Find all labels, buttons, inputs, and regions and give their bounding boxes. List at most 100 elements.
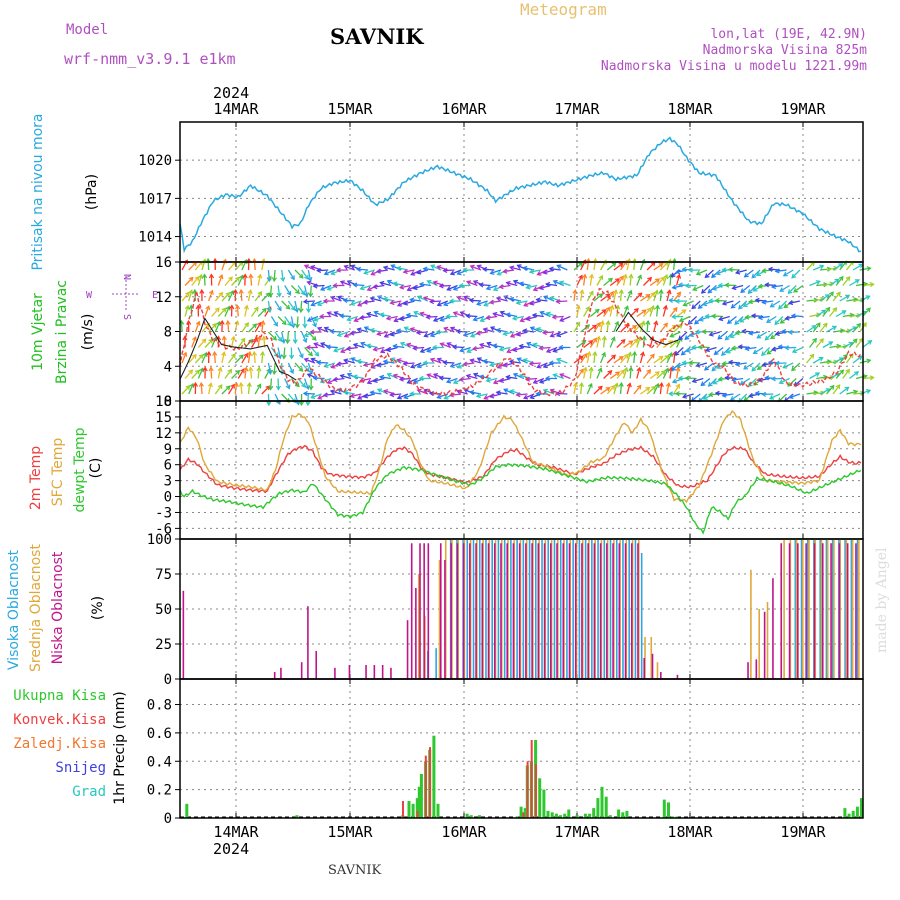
wind-arrow-head [227, 368, 233, 374]
wind-arrow [846, 326, 857, 333]
wind-arrow-head [605, 319, 611, 325]
wind-arrow [623, 340, 633, 349]
wind-arrow-head [753, 380, 759, 386]
wind-arrow-head [313, 316, 319, 322]
wind-arrow-head [240, 368, 245, 374]
wind-arrow-head [192, 336, 197, 342]
wind-arrow [848, 371, 859, 380]
wind-arrow-head [622, 273, 628, 279]
total-rain-bar [419, 774, 423, 818]
wind-arrow [261, 351, 264, 364]
wind-arrow-head [714, 390, 720, 396]
wind-arrow-head [266, 277, 272, 283]
wind-arrow-head [687, 319, 693, 325]
wind-arrow-head [363, 326, 369, 332]
wind-arrow-head [774, 320, 780, 326]
wind-arrow-head [752, 287, 758, 292]
day-labels: 14MAR 14MAR 15MAR 15MAR 16MAR 16MAR 17MAR 17MAR… [213, 100, 826, 841]
wind-arrow-head [588, 366, 594, 372]
wind-arrow [423, 267, 435, 271]
wind-arrow-head [277, 336, 283, 342]
wind-arrow-head [761, 299, 767, 305]
wind-arrow-head [429, 299, 434, 305]
total-rain-bar [478, 815, 481, 818]
wind-arrow-head [708, 392, 714, 398]
wind-arrow-head [516, 264, 522, 270]
wind-arrow-head [475, 330, 481, 336]
wind-arrow-head [655, 278, 661, 284]
wind-arrow-head [247, 350, 253, 357]
wind-arrow [701, 285, 711, 294]
wind-arrow [672, 377, 684, 383]
wind-arrow [744, 269, 754, 278]
wind-arrow [304, 331, 316, 337]
wind-arrow [769, 393, 781, 400]
wind-arrow-head [443, 394, 449, 400]
wind-arrow [221, 385, 231, 395]
total-rain-bar [554, 813, 558, 818]
wind-arrow-head [578, 381, 585, 387]
wind-arrow-head [225, 385, 231, 391]
wind-arrow-head [239, 274, 244, 280]
wind-arrow-head [323, 326, 329, 332]
wind-arrow [546, 283, 558, 287]
wind-arrow-head [535, 391, 541, 397]
wind-arrow [842, 342, 853, 349]
wind-arrow-head [503, 388, 509, 394]
wind-arrow-head [312, 375, 318, 381]
wind-arrow-head [854, 371, 860, 376]
wind-arrow [835, 310, 846, 318]
wind-arrow [639, 352, 644, 364]
wind-arrow-head [714, 297, 720, 304]
wind-arrow [194, 354, 204, 364]
wind-arrow-head [356, 358, 362, 364]
wind-arrow [191, 336, 197, 348]
wind-arrow-head [717, 376, 723, 382]
wind-arrow-head [865, 295, 871, 300]
elevation-label: Nadmorska Visina 825m [703, 43, 868, 58]
wind-arrow-head [332, 282, 338, 289]
model-name: wrf-nmm_v3.9.1 e1km [64, 50, 236, 68]
wind-arrow [506, 282, 518, 287]
wind-arrow-head [770, 284, 776, 290]
wind-arrow [439, 377, 451, 380]
wind-arrow-head [465, 373, 471, 379]
wind-arrow [304, 378, 309, 390]
wind-arrow-head [740, 288, 746, 294]
wind-arrow-head [482, 266, 488, 272]
wind-arrow-head [730, 345, 736, 351]
wind-arrow-head [370, 270, 376, 276]
wind-arrow-head [582, 366, 588, 372]
wind-arrow-head [266, 307, 273, 314]
wind-arrow-head [402, 300, 408, 306]
wind-arrow-head [528, 269, 534, 275]
total-rain-bar [592, 808, 596, 818]
wind-arrow-head [198, 273, 204, 279]
wind-arrow [576, 305, 580, 317]
wind-arrow-head [715, 270, 721, 276]
wind-arrow [580, 353, 588, 364]
wind-arrow-head [419, 311, 425, 317]
wind-arrow-head [725, 348, 731, 354]
wind-arrow [200, 382, 203, 395]
wind-arrow-head [711, 313, 716, 319]
wind-arrow-head [349, 301, 356, 306]
temp-2m-line [179, 444, 862, 494]
wind-arrow-head [610, 336, 616, 342]
wind-arrow-head [869, 281, 875, 288]
wind-arrow-head [231, 353, 236, 359]
wind-arrow [304, 347, 313, 356]
wind-arrow [789, 300, 801, 304]
wind-arrow-head [253, 337, 258, 343]
wind-arrow-head [739, 317, 745, 323]
wind-arrow [324, 362, 336, 368]
wind-arrow [576, 340, 586, 349]
total-rain-bar [621, 812, 625, 818]
wind-arrow-head [426, 347, 432, 353]
top-year-label: 2024 [213, 84, 249, 102]
bottom-day-label: 14MAR [213, 823, 259, 841]
wind-arrow-head [836, 291, 841, 297]
wind-arrow-head [824, 294, 830, 299]
wind-arrow-head [261, 307, 267, 313]
wind-arrow-head [332, 347, 339, 353]
